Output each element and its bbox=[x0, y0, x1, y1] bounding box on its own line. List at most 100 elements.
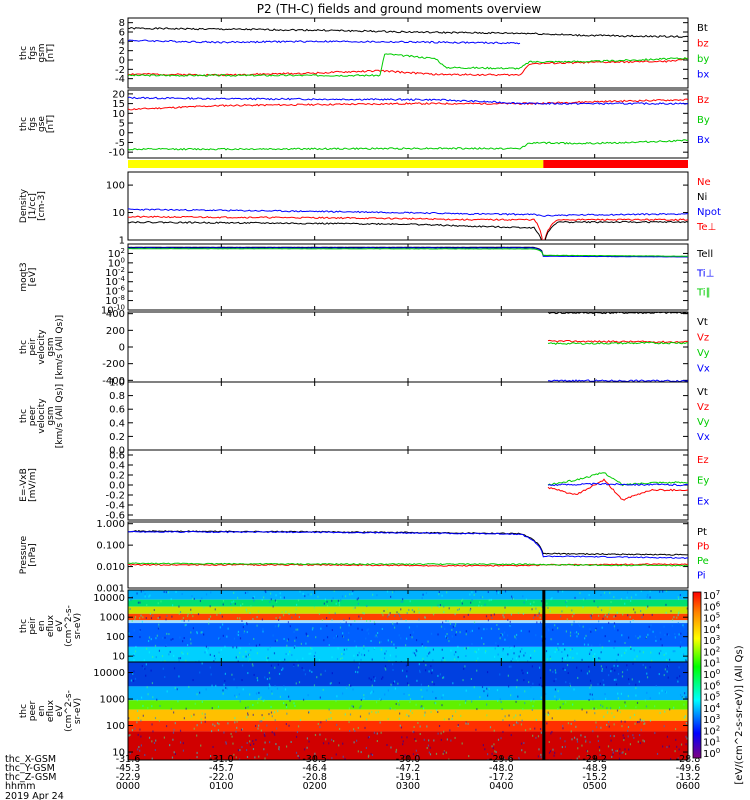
y-tick-label: 10 bbox=[112, 748, 125, 759]
footer-row-label: thc_Y-GSM bbox=[5, 763, 55, 774]
series-line-Bt bbox=[128, 26, 688, 38]
y-tick-label: 1000 bbox=[100, 613, 125, 624]
legend-label-Vy: Vy bbox=[697, 348, 710, 359]
legend-label-by: by bbox=[697, 54, 709, 65]
spectrogram-band-5 bbox=[128, 623, 688, 647]
y-tick-label: 10-10 bbox=[101, 304, 125, 317]
legend-label-Vt: Vt bbox=[697, 387, 708, 398]
footer-value: -45.7 bbox=[209, 763, 234, 774]
footer-value: -30.5 bbox=[302, 754, 327, 765]
legend-label-Pt: Pt bbox=[697, 527, 707, 538]
series-group bbox=[547, 312, 688, 382]
y-tick-label: 10-4 bbox=[105, 275, 125, 288]
footer-value: -20.8 bbox=[302, 772, 327, 783]
spectrogram-band-3 bbox=[128, 709, 688, 721]
colorbar-tick-label: 104 bbox=[703, 623, 721, 636]
legend-label-Ti∥: Ti∥ bbox=[696, 288, 711, 299]
footer-row-label: thc_Z-GSM bbox=[5, 772, 56, 783]
legend-label-Vt: Vt bbox=[697, 317, 708, 328]
spectrogram-band-3 bbox=[128, 613, 688, 621]
series-line-Pi bbox=[128, 530, 688, 560]
y-tick-label: -400 bbox=[102, 376, 125, 387]
colorbar-tick-label: 102 bbox=[703, 645, 720, 658]
mode-switch-marker bbox=[542, 662, 546, 760]
y-tick-label: 0.0 bbox=[109, 481, 125, 492]
footer-value: -47.2 bbox=[396, 763, 421, 774]
footer-value: -29.2 bbox=[582, 754, 607, 765]
colorbar-tick-label: 103 bbox=[703, 634, 720, 647]
legend-label-Te⊥: Te⊥ bbox=[696, 222, 716, 233]
spectrogram-band-5 bbox=[128, 731, 688, 760]
figure-title: P2 (TH-C) fields and ground moments over… bbox=[257, 2, 542, 16]
y-tick-label: 10-6 bbox=[105, 285, 125, 298]
legend-label-By: By bbox=[697, 115, 710, 126]
y-tick-label: 100 bbox=[108, 256, 125, 269]
footer-value: -30.0 bbox=[396, 754, 421, 765]
footer-value: 0400 bbox=[489, 781, 513, 792]
colorbar-tick-label: 107 bbox=[703, 589, 720, 602]
y-tick-label: -4 bbox=[115, 74, 125, 85]
legend-label-Vz: Vz bbox=[697, 333, 709, 344]
y-axis-label: Pressure[nPa] bbox=[19, 535, 38, 574]
y-tick-label: 10 bbox=[112, 208, 125, 219]
footer-value: -19.1 bbox=[396, 772, 421, 783]
y-tick-label: 10000 bbox=[93, 668, 125, 679]
y-tick-label: 102 bbox=[108, 247, 125, 260]
y-tick-label: 0.2 bbox=[109, 471, 125, 482]
series-line-Pe bbox=[128, 562, 688, 567]
mode-bar-fast bbox=[543, 160, 688, 168]
legend-label-Tell: Tell bbox=[696, 249, 713, 260]
legend-label-Ex: Ex bbox=[697, 496, 709, 507]
series-line-Bz bbox=[128, 98, 688, 111]
y-tick-label: 100 bbox=[106, 721, 125, 732]
y-tick-label: 0.6 bbox=[109, 451, 125, 462]
series-group bbox=[128, 246, 688, 258]
legend-label-Ti⊥: Ti⊥ bbox=[696, 268, 714, 279]
series-line-Ne bbox=[128, 215, 688, 240]
legend-label-Pi: Pi bbox=[697, 571, 706, 582]
colorbar-tick-label: 101 bbox=[703, 736, 720, 749]
legend-label-Bz: Bz bbox=[697, 95, 709, 106]
colorbar-tick-label: 106 bbox=[703, 679, 721, 692]
y-tick-label: 10 bbox=[112, 652, 125, 663]
colorbar-tick-label: 106 bbox=[703, 600, 721, 613]
footer-value: 0300 bbox=[396, 781, 420, 792]
panel-frame bbox=[127, 381, 689, 451]
footer-axis-table: thc_X-GSM -31.6 -31.0 -30.5 -30.0 -29.6 -29.2-… bbox=[5, 754, 700, 800]
series-group bbox=[128, 96, 688, 151]
spectrogram-band-1 bbox=[128, 686, 688, 701]
y-tick-label: 100 bbox=[106, 181, 125, 192]
legend-label-Ni: Ni bbox=[697, 192, 707, 203]
y-tick-label: 0.6 bbox=[109, 405, 125, 416]
footer-value: -22.9 bbox=[116, 772, 141, 783]
y-tick-label: 200 bbox=[106, 326, 125, 337]
y-tick-label: 15 bbox=[112, 99, 125, 110]
footer-value: -13.2 bbox=[676, 772, 701, 783]
panel-frame bbox=[127, 89, 689, 159]
legend-label-bz: bz bbox=[697, 39, 709, 50]
legend-label-Bx: Bx bbox=[697, 135, 710, 146]
series-line-By bbox=[128, 139, 688, 151]
colorbar-tick-label: 103 bbox=[703, 713, 720, 726]
y-axis-label: thcpeerenefluxeV(cm^2-s-sr-eV) bbox=[19, 690, 83, 732]
legend-label-Vz: Vz bbox=[697, 402, 709, 413]
footer-value: -49.6 bbox=[676, 763, 701, 774]
spectrogram-texture bbox=[128, 590, 688, 662]
y-tick-label: 4 bbox=[119, 37, 125, 48]
y-tick-label: -200 bbox=[102, 359, 125, 370]
colorbar-tick-label: 104 bbox=[703, 702, 721, 715]
footer-value: -29.6 bbox=[489, 754, 514, 765]
footer-value: 0200 bbox=[303, 781, 327, 792]
series-group bbox=[128, 26, 688, 77]
series-group bbox=[128, 208, 688, 240]
y-tick-label: 0.4 bbox=[109, 461, 125, 472]
footer-value: -45.3 bbox=[116, 763, 141, 774]
mode-bar-slow bbox=[128, 160, 544, 168]
y-tick-label: 6 bbox=[119, 28, 125, 39]
footer-value: -15.2 bbox=[582, 772, 607, 783]
series-line-Vz bbox=[547, 339, 688, 344]
legend-label-Npot: Npot bbox=[697, 207, 721, 218]
